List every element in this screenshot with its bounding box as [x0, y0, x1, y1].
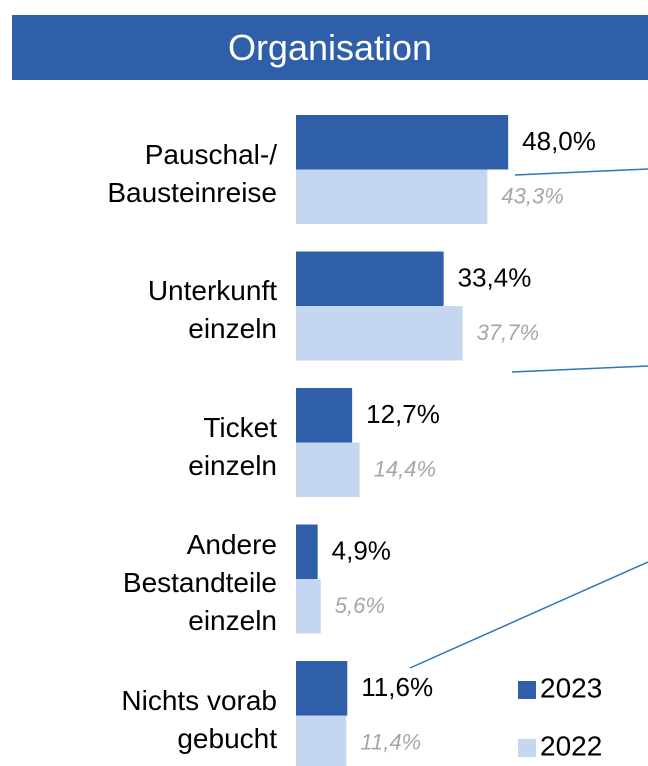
- bar: [296, 579, 321, 634]
- bar: [296, 661, 348, 716]
- category-label: Andere Bestandteile einzeln: [122, 529, 277, 636]
- bar: [296, 115, 509, 170]
- bar: [296, 442, 360, 497]
- legend-swatch: [518, 739, 536, 757]
- bar: [296, 306, 463, 361]
- chart-title: Organisation: [227, 27, 433, 68]
- legend-swatch: [518, 681, 536, 699]
- value-label: 37,7%: [477, 320, 539, 345]
- bar: [296, 169, 488, 224]
- category-label: Nichts vorab gebucht: [121, 684, 277, 754]
- category-label: Pauschal-/ Bausteinreise: [107, 138, 277, 208]
- bar: [296, 388, 353, 443]
- bar: [296, 251, 444, 306]
- leader-line: [514, 168, 648, 176]
- value-label: 14,4%: [374, 456, 436, 481]
- value-label: 4,9%: [332, 535, 391, 565]
- value-label: 43,3%: [501, 183, 563, 208]
- title-banner: [12, 15, 648, 80]
- category-label: Ticket einzeln: [188, 411, 277, 481]
- value-label: 11,6%: [361, 672, 433, 702]
- value-label: 12,7%: [366, 399, 440, 429]
- leader-line: [511, 365, 648, 373]
- value-label: 5,6%: [335, 593, 385, 618]
- value-label: 48,0%: [522, 126, 596, 156]
- leader-line: [409, 561, 648, 669]
- bar: [296, 715, 347, 766]
- legend-label: 2023: [540, 672, 602, 703]
- value-label: 11,4%: [360, 729, 421, 754]
- value-label: 33,4%: [458, 262, 532, 292]
- legend-label: 2022: [540, 730, 602, 761]
- bar: [296, 524, 318, 579]
- category-label: Unterkunft einzeln: [147, 275, 277, 344]
